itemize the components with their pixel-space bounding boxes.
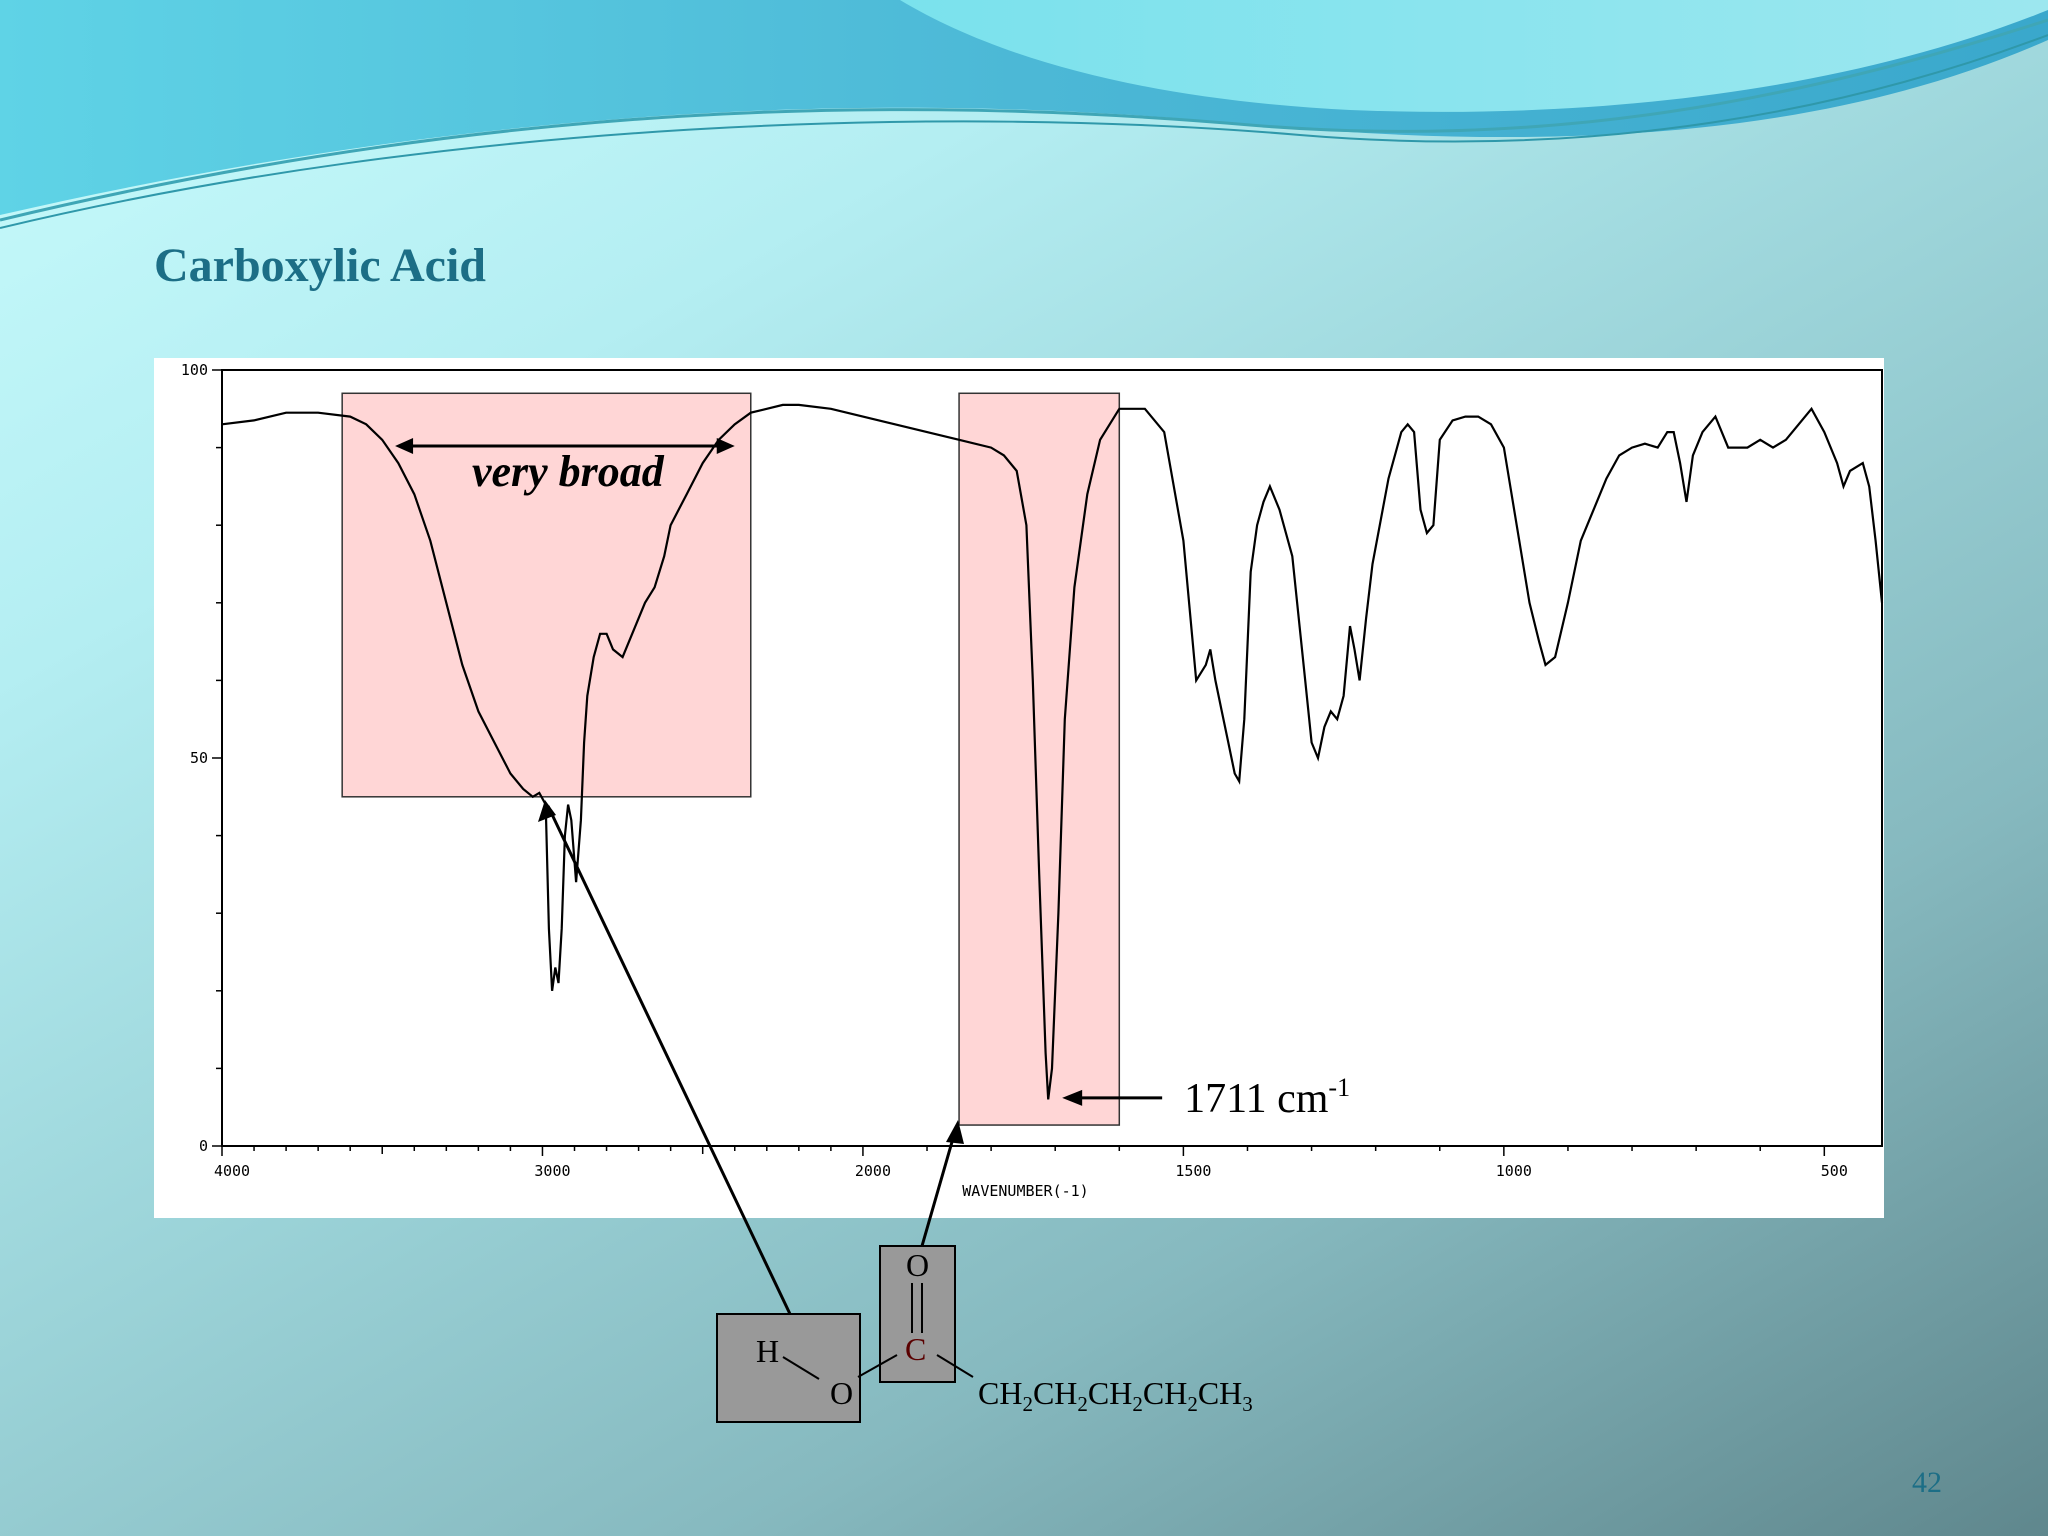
carbonyl-carbon-atom: C (905, 1331, 926, 1367)
o-c-bond (857, 1354, 898, 1378)
ir-spectrum-chart: 0 50 100 4000 3000 2000 1500 1000 500 WAVENUMBER(… (181, 361, 1884, 1200)
slide-title: Carboxylic Acid (154, 239, 486, 292)
x-tick-label: 2000 (855, 1162, 891, 1180)
y-tick-label: 50 (190, 749, 208, 767)
chain-subscript: 2 (1022, 1392, 1033, 1416)
chain-part: CH (1088, 1375, 1132, 1411)
carbonyl-oxygen-atom: O (906, 1247, 929, 1283)
very-broad-arrow-head-left (395, 438, 414, 455)
peak-arrow-head (1062, 1089, 1083, 1106)
peak-value: 1711 cm (1184, 1076, 1329, 1122)
highlight-layer (341, 392, 1121, 1126)
alkyl-chain: CH2CH2CH2CH2CH3 (978, 1375, 1253, 1416)
peak-annotation: 1711 cm-1 (1062, 1073, 1350, 1122)
x-axis-label: WAVENUMBER(-1) (962, 1182, 1088, 1200)
chain-subscript: 2 (1187, 1392, 1198, 1416)
x-tick-label: 1500 (1175, 1162, 1211, 1180)
very-broad-arrow-head-right (716, 438, 735, 455)
peak-wavenumber-label: 1711 cm-1 (1184, 1073, 1350, 1122)
hydrogen-atom: H (756, 1333, 779, 1369)
header-wave-decoration (0, 0, 2048, 229)
chain-subscript: 2 (1077, 1392, 1088, 1416)
h-o-bond (782, 1356, 820, 1380)
very-broad-annotation: very broad (395, 438, 735, 496)
x-tick-label: 500 (1821, 1162, 1848, 1180)
chain-part: CH (1143, 1375, 1187, 1411)
x-tick-label: 1000 (1496, 1162, 1532, 1180)
x-tick-label: 4000 (214, 1162, 250, 1180)
y-tick-label: 100 (181, 361, 208, 379)
hydroxyl-oxygen-atom: O (830, 1375, 853, 1411)
chain-part: CH (978, 1375, 1022, 1411)
very-broad-label: very broad (472, 447, 665, 496)
chain-subscript: 3 (1242, 1392, 1253, 1416)
carbonyl-stretch-highlight (958, 392, 1121, 1126)
x-tick-label: 3000 (534, 1162, 570, 1180)
hydroxyl-group-box (716, 1313, 861, 1423)
y-tick-label: 0 (199, 1137, 208, 1155)
chain-subscript: 2 (1132, 1392, 1143, 1416)
page-number: 42 (1912, 1466, 1942, 1499)
chain-part: CH (1198, 1375, 1242, 1411)
c-chain-bond (936, 1354, 974, 1378)
carbonyl-group-box (879, 1245, 956, 1383)
oh-stretch-highlight (341, 392, 752, 798)
chain-part: CH (1033, 1375, 1077, 1411)
peak-unit-superscript: -1 (1328, 1073, 1350, 1102)
